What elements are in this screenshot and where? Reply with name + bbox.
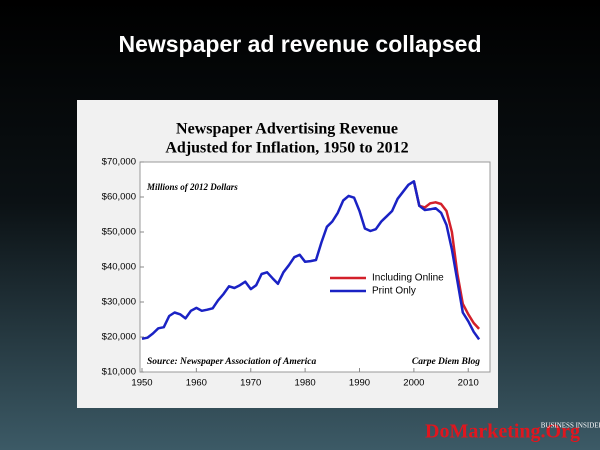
slide-title: Newspaper ad revenue collapsed xyxy=(118,31,481,57)
y-tick-label: $60,000 xyxy=(102,192,136,203)
x-tick-label: 1960 xyxy=(186,378,207,389)
y-tick-label: $20,000 xyxy=(102,332,136,343)
plot-area xyxy=(139,161,491,373)
watermark: DoMarketing.Org xyxy=(425,421,580,443)
y-tick-label: $40,000 xyxy=(102,262,136,273)
x-tick-label: 1970 xyxy=(240,378,261,389)
plot: $10,000 $20,000 $30,000 $40,000 $50,000 $60,0… xyxy=(102,157,481,389)
x-tick-label: 2000 xyxy=(403,378,424,389)
y-tick-label: $10,000 xyxy=(102,367,136,378)
x-tick-label: 1980 xyxy=(295,378,316,389)
annotation: Carpe Diem Blog xyxy=(412,357,480,367)
chart-title: Newspaper Advertising Revenue xyxy=(176,121,398,138)
legend-label: Print Only xyxy=(372,286,416,297)
x-tick-label: 1950 xyxy=(131,378,152,389)
logo: BUSINESS INSIDER xyxy=(541,422,600,430)
x-tick-label: 1990 xyxy=(349,378,370,389)
annotation: Millions of 2012 Dollars xyxy=(146,182,238,192)
line-series xyxy=(412,181,481,330)
legend-label: Including Online xyxy=(372,273,444,284)
y-tick-label: $30,000 xyxy=(102,297,136,308)
x-tick-label: 2010 xyxy=(458,378,479,389)
y-tick-label: $70,000 xyxy=(102,157,136,168)
chart-subtitle: Adjusted for Inflation, 1950 to 2012 xyxy=(165,140,408,157)
y-tick-label: $50,000 xyxy=(102,227,136,238)
annotation: Source: Newspaper Association of America xyxy=(147,357,316,367)
line-series xyxy=(141,180,481,341)
